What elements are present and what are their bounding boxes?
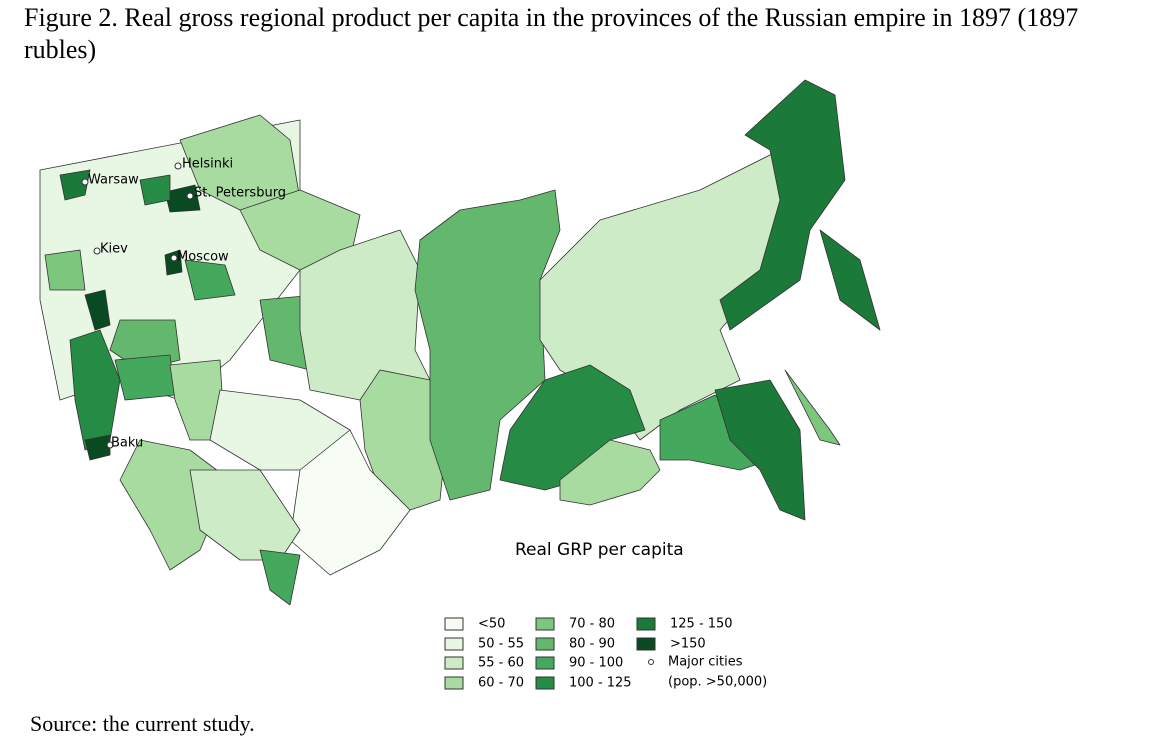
legend-city-marker — [648, 659, 654, 665]
legend-label: 80 - 90 — [569, 637, 615, 652]
region — [289, 429, 411, 576]
region — [114, 354, 176, 401]
legend-label: 100 - 125 — [569, 676, 632, 691]
city-label: Helsinki — [182, 157, 233, 172]
legend-label: >150 — [670, 637, 706, 652]
region — [84, 289, 111, 331]
legend-title: Real GRP per capita — [515, 540, 684, 560]
city-label: Moscow — [177, 250, 229, 265]
legend-label: 60 - 70 — [478, 676, 524, 691]
city-marker — [186, 192, 194, 200]
figure-title: Figure 2. Real gross regional product pe… — [24, 3, 1079, 64]
region — [169, 359, 226, 441]
region — [714, 379, 806, 521]
city-label: Baku — [111, 436, 143, 451]
region — [184, 259, 236, 301]
legend-swatch — [444, 637, 464, 651]
legend-label: Major cities — [668, 655, 743, 670]
city-label: Warsaw — [88, 173, 139, 188]
source-note: Source: the current study. — [30, 711, 255, 736]
region — [719, 79, 846, 331]
region — [539, 149, 781, 441]
region — [59, 169, 91, 201]
city-marker — [170, 254, 178, 262]
city-marker — [81, 178, 89, 186]
region — [44, 249, 86, 291]
legend-swatch — [444, 617, 464, 631]
legend-label: 50 - 55 — [478, 637, 524, 652]
legend-label: 90 - 100 — [569, 656, 623, 671]
city-label: St. Petersburg — [194, 186, 286, 201]
legend-label: 55 - 60 — [478, 656, 524, 671]
legend-swatch — [535, 656, 555, 670]
region — [164, 184, 201, 213]
region — [164, 249, 183, 276]
region — [139, 174, 171, 206]
region — [819, 229, 881, 331]
legend-label: (pop. >50,000) — [668, 675, 767, 690]
region — [189, 469, 301, 561]
legend-swatch — [535, 637, 555, 651]
legend: <50 50 - 55 55 - 60 60 - 70 70 - 80 80 - 90 90… — [444, 617, 767, 691]
legend-label: 70 - 80 — [569, 617, 615, 632]
city-marker — [106, 441, 114, 449]
region — [559, 439, 661, 506]
legend-swatch — [444, 676, 464, 690]
city-label: Kiev — [100, 242, 128, 257]
region — [359, 369, 451, 511]
cities: Helsinki Warsaw St. Petersburg Kiev Mosc… — [81, 157, 286, 451]
region — [259, 549, 301, 606]
region — [414, 189, 561, 501]
legend-swatch — [636, 637, 656, 651]
regions — [39, 79, 881, 606]
region — [84, 434, 111, 461]
legend-swatch — [535, 617, 555, 631]
city-marker — [93, 247, 101, 255]
legend-swatch — [535, 676, 555, 690]
legend-swatch — [636, 617, 656, 631]
legend-label: 125 - 150 — [670, 617, 733, 632]
city-marker — [174, 162, 182, 170]
legend-swatch — [444, 656, 464, 670]
legend-label: <50 — [478, 617, 505, 632]
region — [784, 369, 841, 446]
